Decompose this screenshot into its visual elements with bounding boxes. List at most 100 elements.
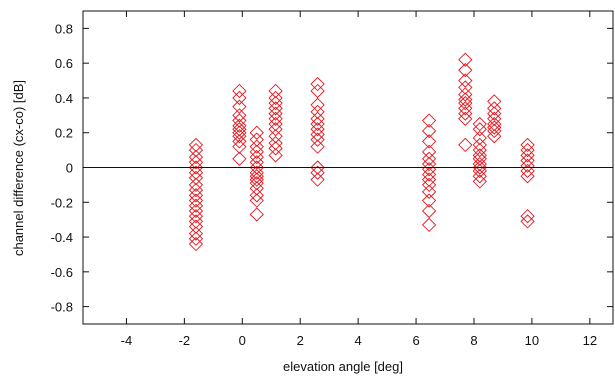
data-point — [520, 209, 535, 224]
x-axis-label: elevation angle [deg] — [283, 359, 403, 374]
data-point — [472, 130, 487, 146]
data-point — [268, 106, 283, 121]
data-point — [232, 129, 247, 144]
data-point — [232, 139, 247, 154]
data-point — [458, 96, 473, 111]
data-point — [232, 113, 247, 128]
data-point — [188, 137, 204, 153]
data-point — [268, 148, 283, 163]
x-axis-ticks: -4 -2 0 2 4 6 8 10 12 — [121, 11, 597, 348]
data-point — [268, 122, 283, 137]
data-point — [472, 160, 487, 175]
data-point — [472, 137, 487, 153]
data-point — [487, 106, 502, 121]
data-point — [458, 92, 473, 107]
y-tick-label: 0 — [66, 161, 73, 176]
data-point — [188, 198, 204, 213]
x-tick-label: 4 — [355, 333, 362, 348]
data-point — [310, 139, 325, 154]
data-point — [188, 160, 204, 175]
data-point — [188, 209, 204, 224]
data-point — [188, 219, 204, 234]
data-point — [188, 182, 204, 198]
data-point — [421, 151, 437, 166]
data-point — [188, 177, 204, 193]
data-point — [249, 169, 264, 184]
data-point — [188, 170, 204, 186]
data-point — [458, 137, 473, 153]
data-point — [249, 176, 264, 191]
data-point — [458, 106, 473, 121]
data-point — [249, 149, 264, 165]
data-point — [472, 174, 487, 189]
data-point — [421, 172, 437, 187]
data-point — [249, 125, 264, 140]
x-tick-label: 12 — [583, 333, 597, 348]
data-point — [188, 231, 204, 246]
data-point — [232, 99, 247, 114]
data-point — [472, 148, 487, 163]
x-tick-label: 0 — [239, 333, 246, 348]
data-point — [310, 83, 325, 99]
data-point — [249, 188, 264, 203]
data-point — [249, 132, 264, 147]
data-point — [421, 193, 437, 208]
data-point — [421, 123, 437, 139]
data-point — [232, 83, 247, 99]
data-point — [249, 181, 264, 196]
data-point — [421, 217, 437, 233]
x-tick-label: -2 — [179, 333, 191, 348]
data-point — [458, 52, 473, 67]
data-point — [310, 76, 325, 92]
data-point — [421, 167, 437, 182]
data-point — [472, 169, 487, 184]
y-tick-label: 0.8 — [55, 21, 73, 36]
data-point — [472, 116, 487, 132]
x-tick-label: 6 — [412, 333, 419, 348]
data-point — [268, 111, 283, 126]
data-point — [310, 116, 325, 132]
data-point — [458, 101, 473, 116]
data-point — [458, 73, 473, 88]
data-point — [458, 62, 473, 78]
data-point — [249, 207, 264, 222]
data-point — [232, 108, 247, 123]
data-point — [188, 214, 204, 229]
data-point — [472, 122, 487, 137]
data-point — [421, 177, 437, 193]
data-point — [188, 193, 204, 208]
data-point — [487, 129, 502, 144]
data-point — [487, 94, 502, 109]
data-point — [188, 142, 204, 158]
x-tick-label: 10 — [525, 333, 539, 348]
data-point — [421, 113, 437, 128]
data-point — [268, 96, 283, 111]
data-point — [268, 116, 283, 132]
data-point — [268, 101, 283, 116]
data-point — [188, 203, 204, 219]
data-point — [310, 132, 325, 147]
data-point — [487, 101, 502, 116]
data-point — [232, 122, 247, 137]
data-point — [188, 226, 204, 241]
data-point — [249, 165, 264, 180]
data-point — [421, 156, 437, 172]
data-point — [458, 87, 473, 102]
data-point — [249, 160, 264, 175]
y-tick-label: -0.6 — [51, 265, 73, 280]
data-point — [421, 184, 437, 199]
data-point — [232, 134, 247, 149]
data-point — [520, 148, 535, 163]
data-point — [520, 163, 535, 179]
data-point — [232, 118, 247, 133]
data-point — [421, 144, 437, 159]
data-point — [310, 165, 325, 180]
y-tick-label: -0.4 — [51, 230, 73, 245]
data-point — [310, 122, 325, 137]
data-point — [487, 123, 502, 139]
data-point — [268, 141, 283, 156]
data-point — [487, 120, 502, 135]
data-point — [249, 144, 264, 159]
data-point — [188, 236, 204, 252]
